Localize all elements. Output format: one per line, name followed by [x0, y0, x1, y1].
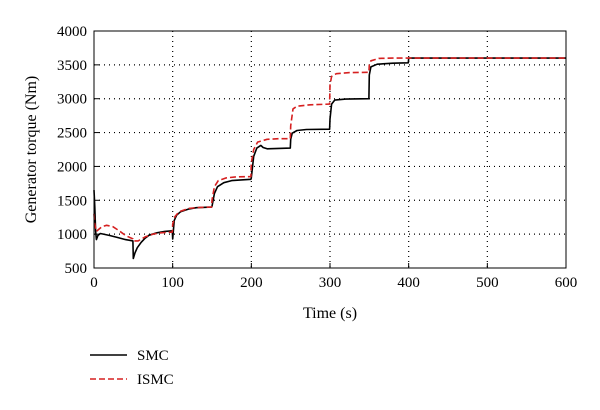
- series-lines: [93, 57, 566, 260]
- y-tick-label: 1000: [57, 227, 87, 243]
- x-tick-label: 100: [161, 275, 184, 291]
- x-tick-label: 600: [555, 275, 578, 291]
- x-tick-label: 300: [319, 275, 342, 291]
- y-axis-label: Generator torque (Nm): [23, 76, 40, 224]
- series-line-ismc: [93, 57, 566, 242]
- y-tick-label: 2500: [57, 126, 87, 142]
- y-tick-label: 500: [65, 261, 88, 277]
- series-line-smc: [93, 57, 566, 260]
- x-tick-label: 500: [476, 275, 499, 291]
- x-tick-label: 0: [90, 275, 98, 291]
- axis-ticks: 0 100 200 300 400 500 600 500 1000 1500 2000 2500 30…: [57, 24, 577, 291]
- y-tick-label: 3000: [57, 92, 87, 108]
- legend-label-smc: SMC: [137, 348, 169, 364]
- x-tick-label: 400: [397, 275, 420, 291]
- y-tick-label: 4000: [57, 24, 87, 40]
- legend: SMC ISMC: [90, 348, 174, 388]
- y-tick-label: 2000: [57, 159, 87, 175]
- x-axis-label: Time (s): [303, 305, 357, 322]
- legend-label-ismc: ISMC: [137, 372, 174, 388]
- y-tick-label: 3500: [57, 58, 87, 74]
- x-tick-label: 200: [240, 275, 263, 291]
- y-tick-label: 1500: [57, 193, 87, 209]
